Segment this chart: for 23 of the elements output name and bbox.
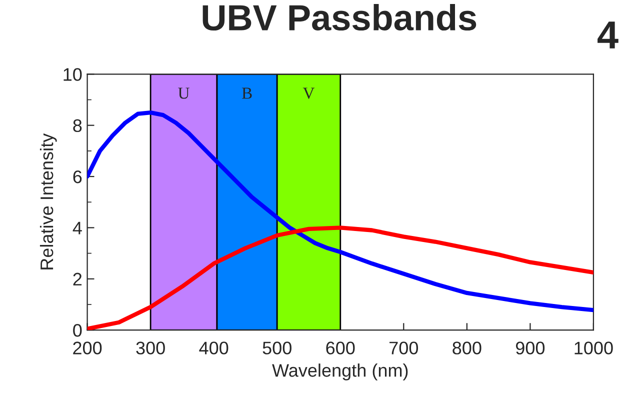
x-tick-label: 1000 — [574, 342, 613, 354]
x-tick-label: 800 — [452, 342, 482, 354]
band-label: B — [242, 88, 252, 99]
band-label: U — [178, 88, 190, 99]
y-tick-label: 10 — [64, 68, 82, 81]
x-tick-label: 300 — [136, 342, 165, 354]
chart-title: UBV Passbands — [202, 4, 476, 31]
x-tick-label: 900 — [516, 342, 545, 354]
text: 4 — [598, 22, 618, 48]
x-tick-label: 200 — [73, 342, 102, 354]
y-tick-label: 4 — [72, 222, 82, 234]
x-tick-label: 400 — [199, 342, 228, 354]
y-tick-label: 2 — [73, 272, 82, 286]
x-tick-label: 600 — [326, 342, 355, 354]
x-axis-title: Wavelength (nm) — [272, 364, 408, 380]
y-tick-label: 0 — [73, 324, 82, 337]
line-series — [87, 110, 594, 312]
y-axis-title: Relative Intensity — [40, 133, 57, 270]
y-tick-label: 8 — [73, 119, 82, 132]
x-tick-label: 700 — [390, 342, 418, 354]
band-label: V — [302, 88, 315, 99]
y-tick-label: 6 — [73, 170, 82, 184]
x-tick-label: 500 — [262, 342, 292, 354]
